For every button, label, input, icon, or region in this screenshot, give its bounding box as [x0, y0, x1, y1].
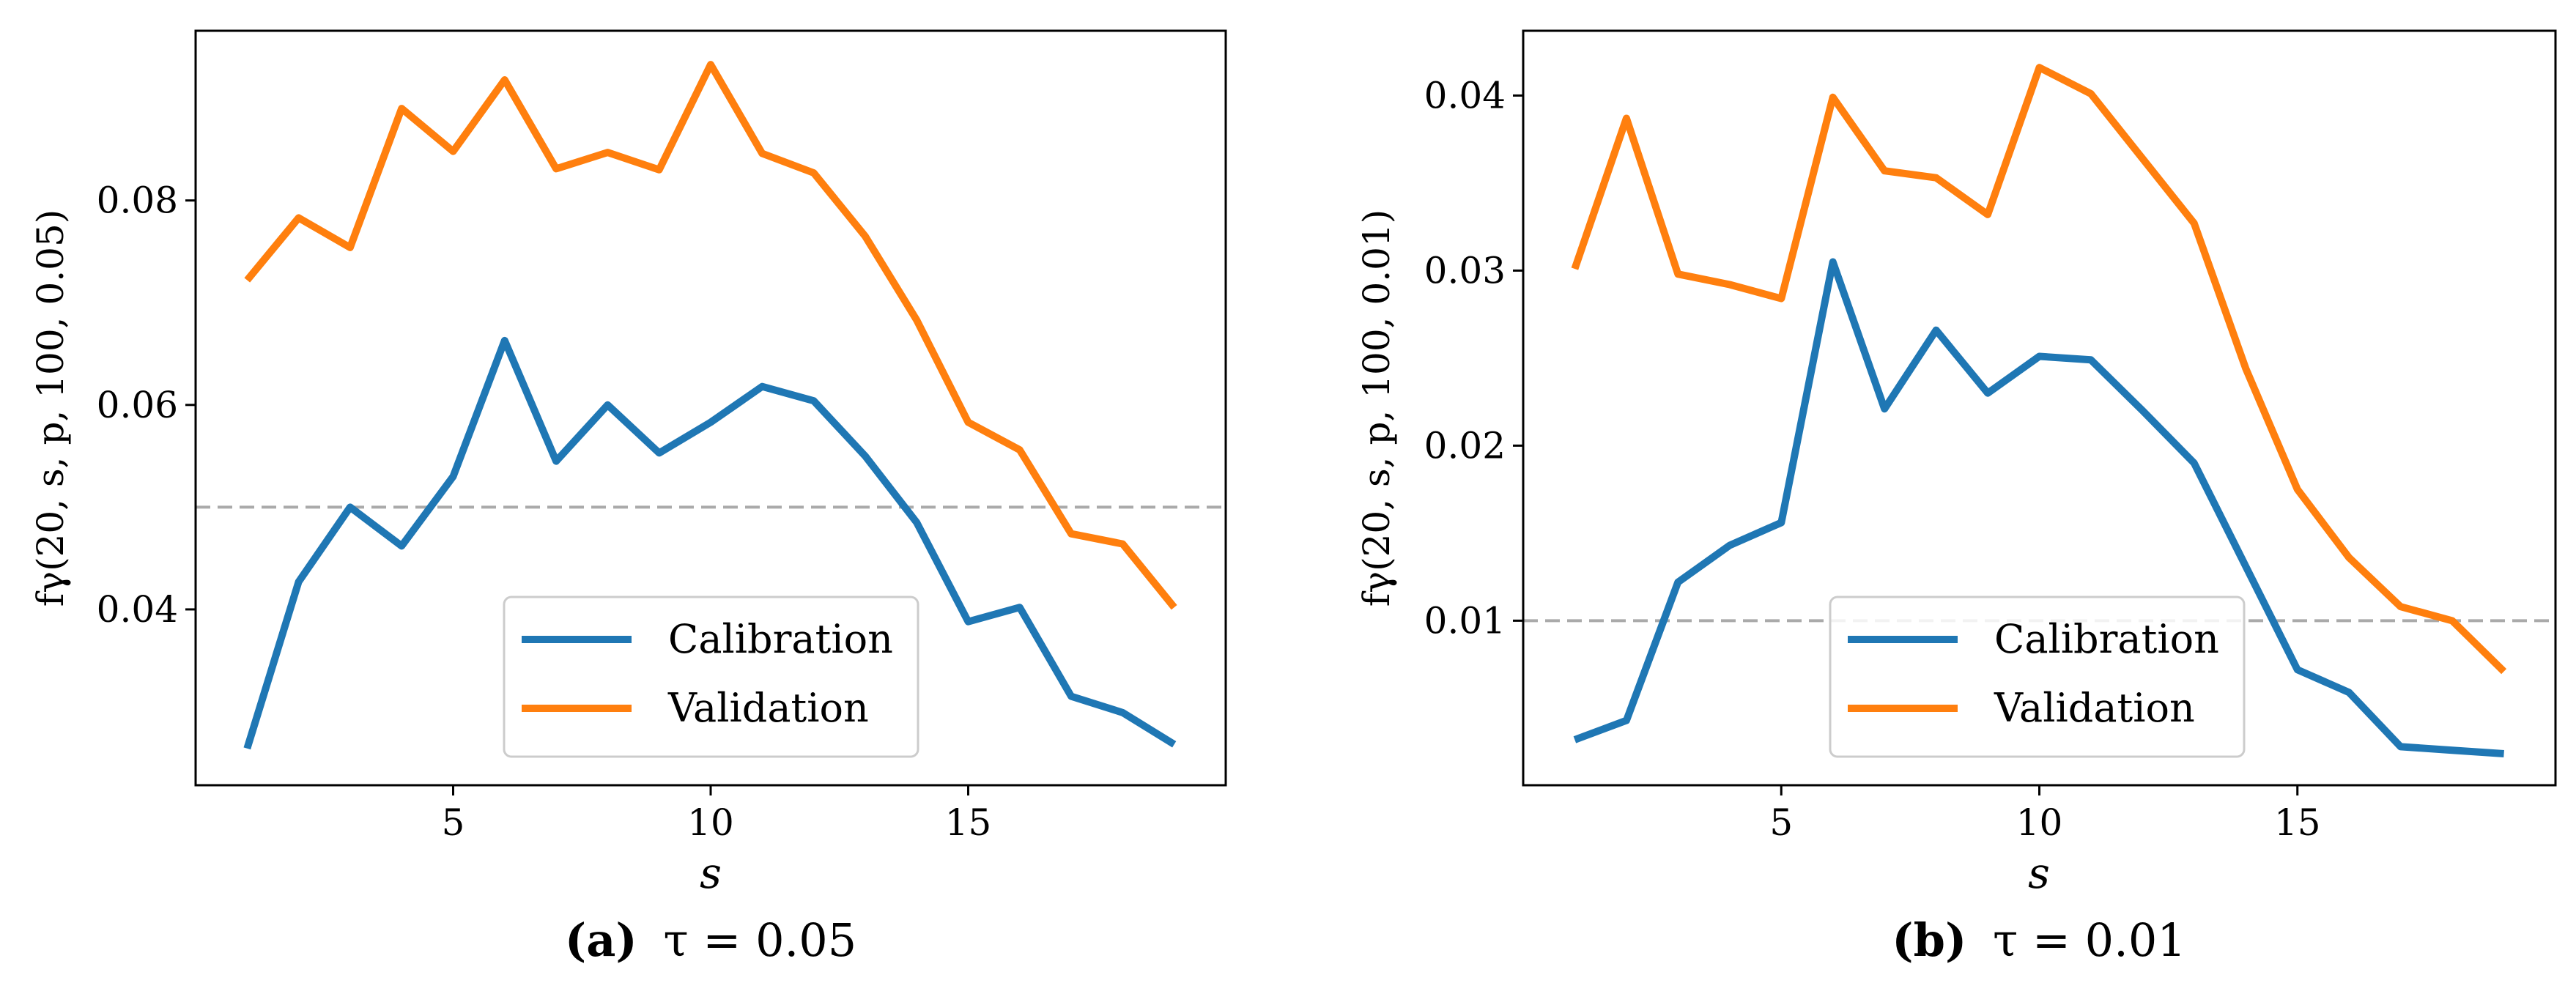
caption-text-a: τ = 0.05 — [663, 913, 856, 967]
x-tick-label-5-a: 5 — [442, 801, 465, 844]
caption-text-b: τ = 0.01 — [1993, 913, 2186, 967]
series-line-calibration-b — [1573, 258, 2504, 757]
y-tick-label-1-b: 0.02 — [1424, 424, 1506, 467]
x-axis-label-b: s — [2028, 848, 2050, 898]
series-line-calibration-a — [243, 336, 1177, 750]
x-tick-label-5-b: 5 — [1769, 801, 1793, 844]
x-tick-label-10-a: 10 — [687, 801, 734, 844]
legend-label-calibration-b: Calibration — [1994, 616, 2219, 662]
y-tick-label-2-a: 0.08 — [97, 179, 178, 222]
legend-label-validation-b: Validation — [1994, 685, 2195, 731]
x-axis-label-a: s — [700, 848, 722, 898]
panel-a: 5 10 15 0.04 0.06 0.08 s fγ(20, s, p, 100, 0.… — [29, 29, 1227, 967]
y-axis-label-a: fγ(20, s, p, 100, 0.05) — [29, 209, 72, 607]
legend-label-validation-a: Validation — [667, 685, 869, 731]
caption-letter-a: (a) — [565, 913, 637, 967]
y-tick-label-2-b: 0.03 — [1424, 249, 1506, 292]
panel-b: 5 10 15 0.01 0.02 0.03 0.04 s fγ(20, s, p, 100… — [1355, 29, 2557, 967]
y-tick-label-0-b: 0.01 — [1424, 599, 1506, 642]
y-tick-label-0-a: 0.04 — [97, 588, 178, 631]
legend-label-calibration-a: Calibration — [668, 616, 893, 662]
plot-area-a — [196, 61, 1226, 750]
x-tick-label-10-b: 10 — [2016, 801, 2063, 844]
y-axis-label-b: fγ(20, s, p, 100, 0.01) — [1355, 209, 1398, 607]
y-tick-label-1-a: 0.06 — [97, 384, 178, 426]
ticks-b: 5 10 15 0.01 0.02 0.03 0.04 — [1424, 74, 2321, 844]
legend-a: Calibration Validation — [503, 596, 919, 758]
caption-a: (a) τ = 0.05 — [565, 913, 856, 967]
x-tick-label-15-a: 15 — [945, 801, 992, 844]
caption-letter-b: (b) — [1892, 913, 1966, 967]
ticks-a: 5 10 15 0.04 0.06 0.08 — [97, 179, 992, 844]
series-line-validation-a — [244, 61, 1177, 610]
series-line-validation-b — [1571, 64, 2507, 675]
caption-b: (b) τ = 0.01 — [1892, 913, 2185, 967]
x-tick-label-15-b: 15 — [2274, 801, 2321, 844]
legend-b: Calibration Validation — [1829, 596, 2246, 758]
y-tick-label-3-b: 0.04 — [1424, 74, 1506, 116]
